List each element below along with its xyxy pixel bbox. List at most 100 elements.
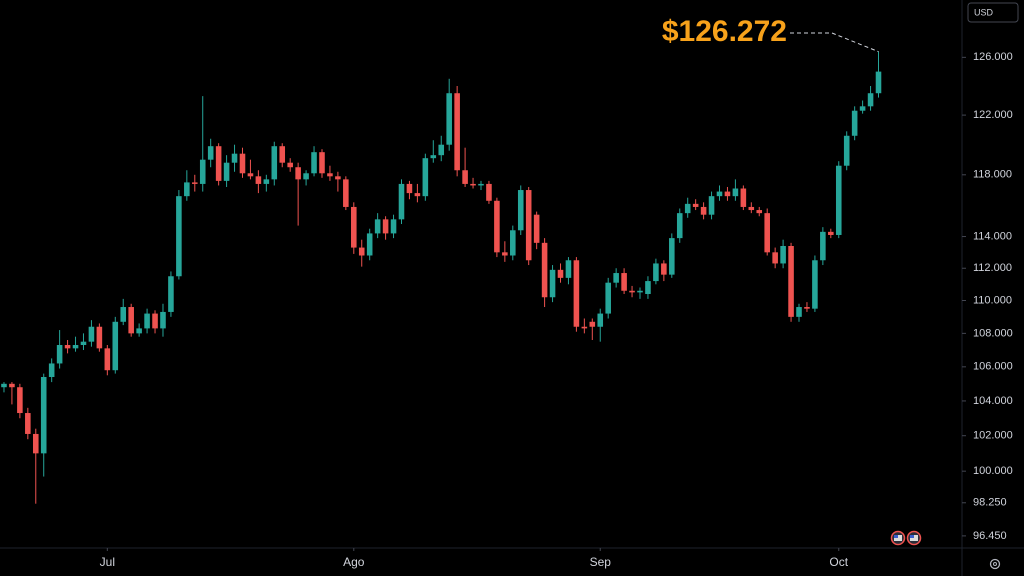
candle-body [732,188,739,197]
candle-body [295,167,301,180]
candle-body [637,290,643,293]
candle-body [510,230,516,256]
candle-body [804,307,810,309]
candle-body [207,146,214,160]
candle-body [366,233,373,256]
currency-label[interactable]: USD [974,7,994,17]
candle-body [9,383,15,388]
event-flags[interactable] [890,530,922,546]
candle-body [565,260,572,278]
candle-body [64,345,71,349]
candle-body [708,196,715,215]
y-tick-label: 98.250 [973,497,1007,509]
candle-body [835,165,842,235]
y-tick-label: 118.000 [973,169,1012,181]
y-tick-label: 122.000 [973,109,1013,121]
candle-body [812,260,818,309]
candle-body [676,213,683,239]
candle-body [525,190,532,261]
candle-body [788,245,794,317]
y-tick-label: 108.000 [973,327,1013,339]
candle-body [653,263,659,282]
candle-body [406,183,413,194]
candle-body [160,311,166,329]
candle-body [176,196,182,277]
candle-body [104,348,111,371]
candle-body [223,162,230,181]
candle-body [875,71,882,94]
annotation-leader [790,32,879,53]
candle-body [327,173,333,177]
candle-body [517,190,524,231]
candle-body [72,345,79,349]
candle-body [231,153,238,163]
candle-body [669,238,675,275]
candle-body [589,321,596,327]
candle-body [684,203,691,214]
x-tick-label: Sep [590,555,612,569]
candle-body [700,206,707,215]
candle-body [533,214,540,243]
candle-body [716,191,723,197]
currency-button[interactable] [967,2,1019,23]
candle-body [120,307,127,322]
candle-body [454,93,460,171]
candle-body [557,269,564,278]
candle-body [279,146,286,163]
candle-body [398,183,405,220]
candle-body [573,260,580,327]
candle-body [32,433,39,454]
y-tick-label: 100.000 [973,465,1013,477]
candle-body [470,183,476,186]
candle-body [287,162,293,168]
candle-body [422,158,429,197]
candle-body [215,146,222,181]
candle-body [271,146,278,180]
candle-body [303,173,309,180]
y-tick-label: 126.000 [973,51,1013,63]
y-tick-label: 96.450 [973,530,1007,542]
candle-body [319,152,325,174]
y-tick-label: 114.000 [973,230,1012,242]
candle-body [446,93,452,145]
x-tick-label: Ago [343,555,365,569]
candle-body [56,345,63,364]
candle-body [438,144,445,156]
candle-body [820,231,826,261]
candle-body [168,276,174,312]
candle-body [414,193,421,197]
x-tick-label: Jul [100,555,115,569]
candle-body [199,159,206,184]
candle-body [645,281,651,295]
candle-body [796,307,802,317]
candle-body [343,179,349,207]
candle-body [724,191,731,197]
candle-body [255,176,262,184]
candle-body [486,183,492,201]
candle-body [152,313,158,329]
candle-body [748,206,755,211]
candle-body [692,203,699,207]
candle-body [335,176,341,180]
candle-body [390,219,397,234]
candle-body [581,326,588,329]
candle-body [80,341,87,346]
candle-body [629,290,635,293]
candle-body [867,93,874,107]
candle-body [48,363,55,377]
candle-body [549,269,556,298]
candle-body [661,263,667,275]
candle-body [382,219,389,234]
y-tick-label: 110.000 [973,294,1012,306]
candle-body [1,383,7,388]
candle-body [192,182,198,184]
candle-body [358,247,365,256]
candle-body [88,326,95,342]
candle-body [613,273,619,283]
candle-body [112,321,119,371]
candle-body [772,252,778,264]
settings-icon[interactable] [989,558,1001,570]
candle-body [247,173,254,177]
candle-body [351,206,357,248]
